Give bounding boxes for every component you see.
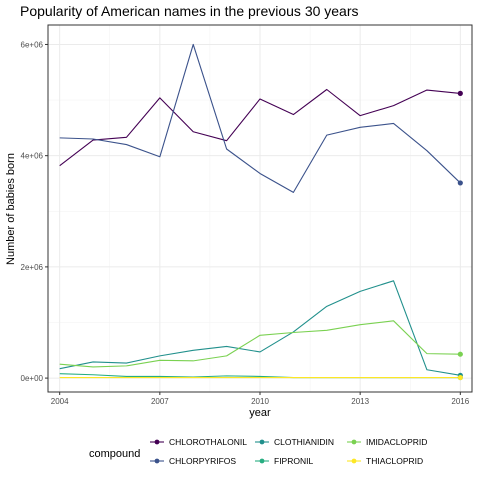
x-tick-label: 2013 (351, 397, 369, 406)
legend: CHLOROTHALONIL CLOTHIANIDIN IMIDACLOPRID CH… (150, 437, 427, 466)
series-endpoint-imidacloprid (457, 351, 463, 357)
grid-lines (48, 25, 472, 392)
series-line-chlorothalonil (59, 88, 461, 167)
y-tick-label: 0e+00 (21, 374, 44, 383)
series-line-clothianidin (59, 280, 461, 376)
x-axis-title: year (249, 407, 271, 419)
legend-label-chlorothalonil: CHLOROTHALONIL (169, 437, 247, 447)
legend-key-point-clothianidin (259, 439, 265, 445)
y-axis-ticks: 0e+00 2e+06 4e+06 6e+06 (21, 40, 48, 383)
legend-label-imidacloprid: IMIDACLOPRID (366, 437, 427, 447)
legend-label-clothianidin: CLOTHIANIDIN (274, 437, 334, 447)
legend-key-point-imidacloprid (351, 439, 357, 445)
x-tick-label: 2010 (251, 397, 269, 406)
legend-key-point-chlorothalonil (154, 439, 160, 445)
x-tick-label: 2016 (451, 397, 469, 406)
series-endpoint-chlorothalonil (457, 90, 463, 96)
legend-key-point-thiacloprid (351, 458, 357, 464)
x-tick-label: 2004 (51, 397, 69, 406)
y-axis-title: Number of babies born (5, 153, 17, 265)
legend-key-point-fipronil (259, 458, 265, 464)
series-line-imidacloprid (59, 320, 461, 368)
legend-title: compound (89, 448, 140, 460)
y-tick-label: 2e+06 (21, 263, 44, 272)
series-lines (59, 43, 461, 379)
series-endpoints (457, 90, 463, 381)
x-tick-label: 2007 (151, 397, 169, 406)
chart-title: Popularity of American names in the prev… (20, 3, 359, 19)
series-endpoint-chlorpyrifos (457, 180, 463, 186)
legend-key-point-chlorpyrifos (154, 458, 160, 464)
legend-label-chlorpyrifos: CHLORPYRIFOS (169, 456, 236, 466)
legend-label-thiacloprid: THIACLOPRID (366, 456, 423, 466)
series-line-chlorpyrifos (59, 43, 461, 193)
y-tick-label: 6e+06 (21, 40, 44, 49)
y-tick-label: 4e+06 (21, 152, 44, 161)
series-endpoint-thiacloprid (457, 374, 463, 381)
legend-label-fipronil: FIPRONIL (274, 456, 313, 466)
x-axis-ticks: 2004 2007 2010 2013 2016 (51, 392, 470, 406)
